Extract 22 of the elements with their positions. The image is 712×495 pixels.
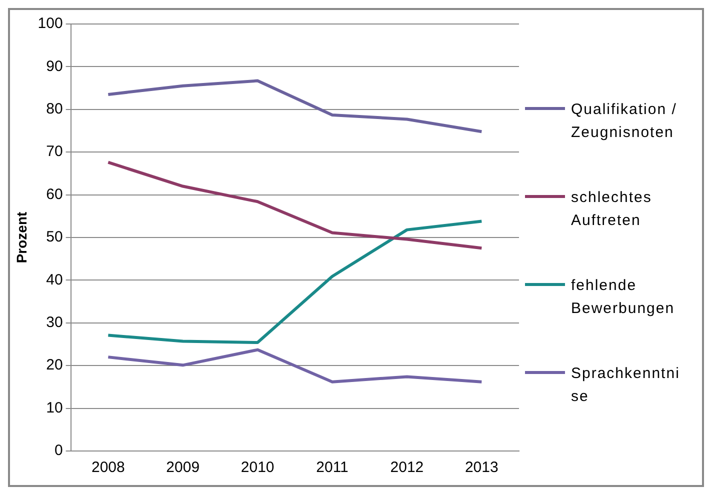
y-tick-label: 30 — [46, 314, 63, 332]
y-tick-label: 10 — [46, 399, 63, 416]
x-tick-label: 2008 — [91, 459, 125, 476]
legend-label: Sprachkenntnise — [571, 364, 681, 406]
y-tick-label: 40 — [46, 271, 63, 288]
legend-label: fehlende Bewerbungen — [571, 276, 676, 318]
y-tick-label: 20 — [46, 356, 63, 374]
y-tick-label: 50 — [46, 228, 63, 246]
legend-label: Qualifikation / Zeugnisnoten — [571, 100, 678, 142]
x-tick-label: 2013 — [464, 459, 498, 476]
y-tick-label: 80 — [46, 100, 63, 118]
x-tick-label: 2011 — [316, 459, 348, 476]
y-tick-label: 70 — [46, 143, 63, 160]
legend-label: schlechtes Auftreten — [571, 188, 653, 230]
y-tick-label: 0 — [54, 442, 63, 460]
x-tick-label: 2010 — [240, 459, 274, 476]
x-tick-label: 2012 — [390, 459, 424, 476]
y-axis-title: Prozent — [13, 211, 30, 264]
y-tick-label: 90 — [46, 58, 63, 75]
x-tick-label: 2009 — [166, 459, 200, 476]
y-tick-label: 60 — [46, 186, 63, 203]
y-tick-label: 100 — [38, 15, 63, 32]
